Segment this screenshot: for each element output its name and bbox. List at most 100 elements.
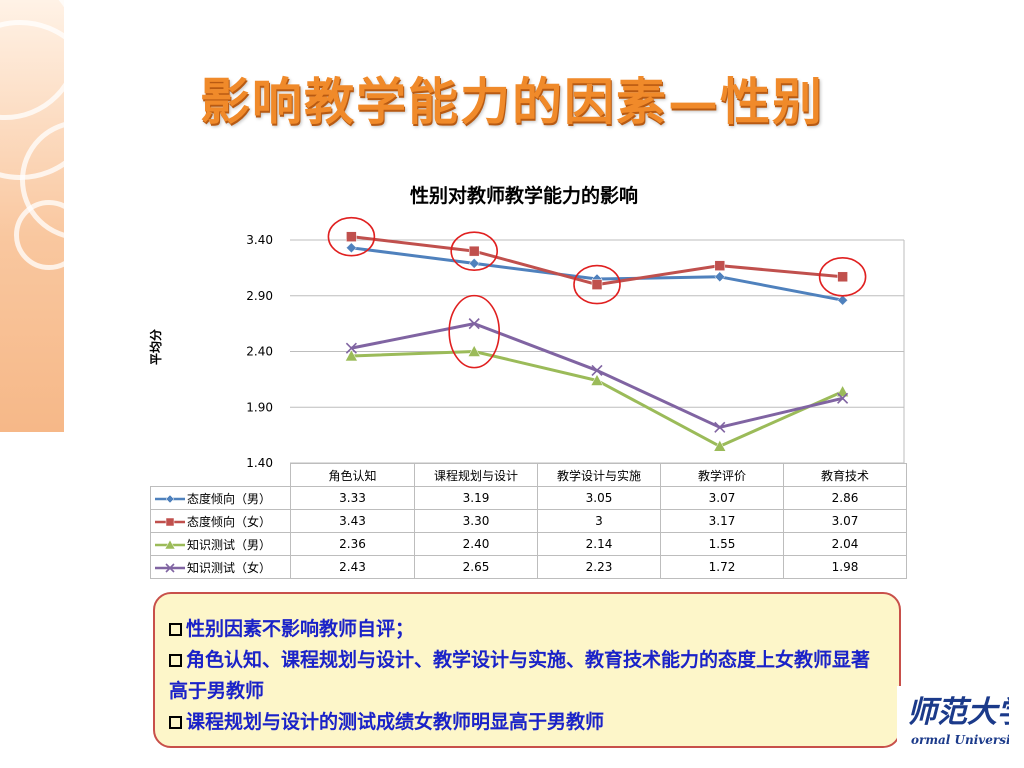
data-point (714, 421, 726, 433)
side-decoration (0, 0, 64, 432)
data-point (591, 364, 603, 377)
data-label: 3.30 (414, 509, 538, 533)
data-point (165, 563, 175, 573)
legend-key-icon (155, 517, 185, 527)
series-3 (344, 344, 850, 452)
data-point (836, 385, 850, 397)
legend-entry: 知识测试（男） (150, 532, 291, 556)
data-point (713, 439, 727, 452)
data-label: 3.07 (783, 509, 907, 533)
data-point (468, 245, 480, 257)
summary-notes: 性别因素不影响教师自评； 角色认知、课程规划与设计、教学设计与实施、教育技术能力… (153, 592, 901, 748)
data-label: 2.14 (537, 532, 661, 556)
data-point (164, 539, 176, 550)
series-2 (346, 231, 848, 290)
y-axis-ticks: 3.402.902.401.901.40 (246, 233, 273, 470)
category-label: 角色认知 (290, 463, 415, 487)
data-point (590, 373, 604, 386)
category-label: 课程规划与设计 (414, 463, 538, 487)
square-bullet-icon (169, 716, 182, 729)
data-label: 3 (537, 509, 661, 533)
highlight-circle (818, 256, 867, 297)
data-point (467, 344, 481, 357)
highlight-circle (450, 231, 499, 271)
slide-title: 影响教学能力的因素—性别 (200, 72, 824, 131)
category-header-row: 角色认知 课程规划与设计 教学设计与实施 教学评价 教育技术 (150, 463, 907, 487)
y-axis-label: 平均分 (148, 329, 163, 365)
legend-key-icon (155, 494, 185, 504)
data-label: 2.36 (290, 532, 415, 556)
series-lines (344, 231, 850, 452)
data-point (165, 494, 175, 504)
data-label: 3.17 (660, 509, 784, 533)
data-point (591, 279, 603, 290)
chart-data-table: 角色认知 课程规划与设计 教学设计与实施 教学评价 教育技术 态度倾向（男） 3.… (150, 463, 907, 579)
y-tick-label: 3.40 (246, 233, 273, 247)
note-item: 课程规划与设计的测试成绩女教师明显高于男教师 (169, 707, 885, 738)
category-label: 教育技术 (783, 463, 907, 487)
category-label: 教学评价 (660, 463, 784, 487)
data-point (837, 271, 848, 283)
category-label: 教学设计与实施 (537, 463, 661, 487)
note-item: 角色认知、课程规划与设计、教学设计与实施、教育技术能力的态度上女教师显著高于男教… (169, 645, 885, 707)
highlight-circle (573, 264, 621, 305)
data-label: 1.55 (660, 532, 784, 556)
data-point (344, 349, 358, 362)
data-label: 2.04 (783, 532, 907, 556)
line-chart: 性别对教师教学能力的影响 平均分 3.402.902.401.901.40 (148, 184, 905, 470)
data-point (346, 231, 357, 242)
svg-text:师范大学: 师范大学 (907, 695, 1009, 730)
data-label: 1.72 (660, 555, 784, 579)
data-label: 3.19 (414, 486, 538, 510)
series-name: 知识测试（男） (187, 537, 272, 552)
series-name: 知识测试（女） (187, 560, 272, 575)
chart-title: 性别对教师教学能力的影响 (410, 184, 638, 207)
data-label: 2.23 (537, 555, 661, 579)
university-logo: 师范大学 ormal University (897, 686, 1009, 750)
table-row: 态度倾向（女） 3.43 3.30 3 3.17 3.07 (150, 509, 907, 533)
data-point (468, 318, 480, 330)
note-text: 角色认知、课程规划与设计、教学设计与实施、教育技术能力的态度上女教师显著高于男教… (169, 649, 871, 702)
legend-entry: 态度倾向（男） (150, 486, 291, 510)
data-point (345, 342, 357, 354)
table-row: 态度倾向（男） 3.33 3.19 3.05 3.07 2.86 (150, 486, 907, 510)
data-point (714, 260, 726, 271)
highlight-circle (448, 294, 501, 369)
table-row: 知识测试（男） 2.36 2.40 2.14 1.55 2.04 (150, 532, 907, 556)
data-point (837, 392, 849, 404)
data-label: 3.05 (537, 486, 661, 510)
series-1 (346, 242, 848, 306)
legend-key-icon (155, 539, 185, 550)
square-bullet-icon (169, 654, 182, 667)
legend-key-icon (155, 563, 185, 573)
data-label: 2.86 (783, 486, 907, 510)
highlight-circle (327, 216, 376, 257)
y-tick-label: 1.90 (246, 400, 273, 414)
note-text: 性别因素不影响教师自评； (186, 618, 415, 640)
note-item: 性别因素不影响教师自评； (169, 614, 885, 645)
y-tick-label: 2.90 (246, 289, 273, 303)
series-4 (345, 318, 849, 433)
data-point (346, 242, 357, 254)
data-label: 3.43 (290, 509, 415, 533)
y-tick-label: 2.40 (246, 345, 273, 359)
data-label: 2.43 (290, 555, 415, 579)
data-point (468, 258, 480, 269)
data-point (714, 271, 726, 283)
data-label: 2.65 (414, 555, 538, 579)
note-text: 课程规划与设计的测试成绩女教师明显高于男教师 (186, 711, 605, 733)
series-line (351, 350, 844, 448)
data-point (165, 517, 175, 527)
series-name: 态度倾向（女） (187, 514, 272, 529)
square-bullet-icon (169, 623, 182, 636)
legend-entry: 知识测试（女） (150, 555, 291, 579)
table-row: 知识测试（女） 2.43 2.65 2.23 1.72 1.98 (150, 555, 907, 579)
data-point (837, 294, 848, 306)
data-label: 3.33 (290, 486, 415, 510)
svg-text:ormal University: ormal University (911, 733, 1009, 747)
data-label: 3.07 (660, 486, 784, 510)
table-corner (150, 463, 291, 487)
series-name: 态度倾向（男） (187, 491, 272, 506)
highlight-circles (327, 216, 867, 369)
data-label: 2.40 (414, 532, 538, 556)
